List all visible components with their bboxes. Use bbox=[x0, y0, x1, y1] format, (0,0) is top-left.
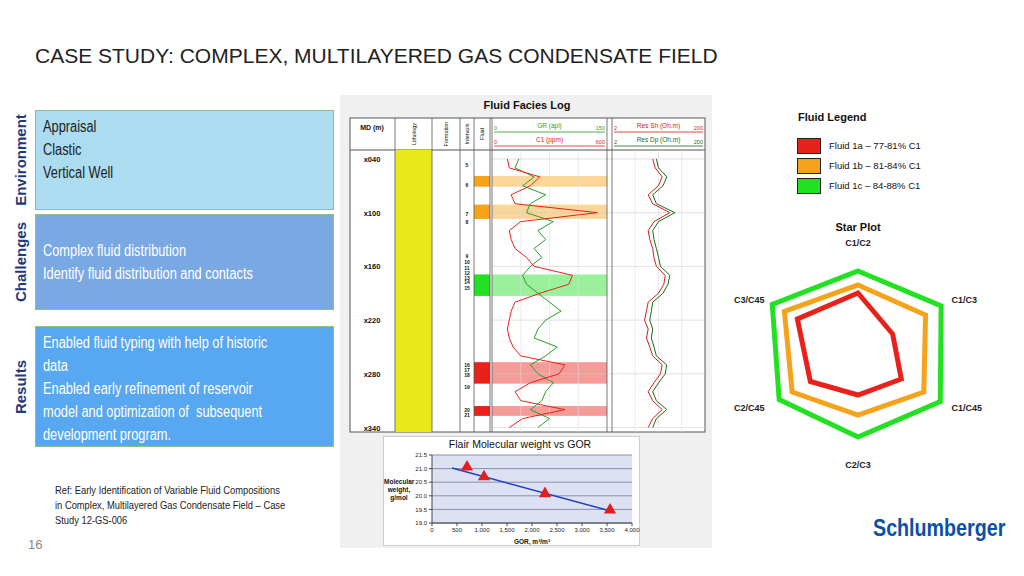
html-text:Complex fluid distribution: Complex fluid distribution bbox=[43, 242, 186, 259]
svg-text:Lithology: Lithology bbox=[411, 123, 417, 145]
html-text:Results: Results bbox=[11, 359, 29, 414]
html-text:Vertical Well: Vertical Well bbox=[43, 164, 114, 181]
svg-text:x040: x040 bbox=[364, 155, 381, 164]
svg-text:15: 15 bbox=[464, 285, 470, 291]
html-text:Clastic: Clastic bbox=[43, 141, 82, 158]
svg-text:GOR, m³/m³: GOR, m³/m³ bbox=[514, 538, 551, 545]
svg-text:9: 9 bbox=[466, 253, 469, 259]
svg-text:6: 6 bbox=[466, 182, 469, 188]
svg-text:x280: x280 bbox=[364, 370, 381, 379]
html-text:Enabled fluid typing with help: Enabled fluid typing with help of histor… bbox=[43, 334, 268, 351]
svg-text:17: 17 bbox=[464, 367, 470, 374]
svg-text:x100: x100 bbox=[364, 209, 381, 218]
svg-text:Intervals: Intervals bbox=[464, 123, 470, 144]
svg-text:21.5: 21.5 bbox=[415, 452, 427, 458]
svg-text:3,000: 3,000 bbox=[574, 527, 590, 533]
html-text:weight,: weight, bbox=[387, 486, 411, 493]
svg-text:C1/C2: C1/C2 bbox=[845, 239, 871, 248]
svg-text:1,000: 1,000 bbox=[474, 527, 490, 533]
svg-text:18: 18 bbox=[464, 372, 470, 378]
svg-text:C1/C45: C1/C45 bbox=[952, 403, 983, 413]
svg-text:20.0: 20.0 bbox=[415, 493, 427, 499]
svg-text:10: 10 bbox=[464, 259, 470, 265]
svg-text:C2/C3: C2/C3 bbox=[845, 460, 871, 469]
svg-text:Fluid: Fluid bbox=[479, 128, 485, 140]
svg-text:21.0: 21.0 bbox=[415, 466, 427, 472]
svg-text:C2/C45: C2/C45 bbox=[734, 403, 765, 413]
svg-text:5: 5 bbox=[466, 162, 469, 168]
svg-text:0: 0 bbox=[430, 527, 434, 533]
svg-text:C1/C3: C1/C3 bbox=[952, 295, 978, 305]
html-text:data: data bbox=[43, 357, 68, 374]
svg-text:12: 12 bbox=[464, 269, 470, 276]
svg-text:x340: x340 bbox=[364, 424, 381, 433]
html-text:Fluid 1b – 81-84% C1: Fluid 1b – 81-84% C1 bbox=[829, 160, 921, 171]
html-text:in Complex, Multilayered Gas C: in Complex, Multilayered Gas Condensate … bbox=[55, 499, 286, 511]
html-text:Flair Molecular weight vs GOR: Flair Molecular weight vs GOR bbox=[448, 438, 592, 450]
html-text:Fluid 1a – 77-81% C1: Fluid 1a – 77-81% C1 bbox=[829, 140, 921, 151]
svg-text:MD (m): MD (m) bbox=[360, 124, 384, 132]
svg-text:C1 (ppm): C1 (ppm) bbox=[536, 136, 563, 144]
svg-text:2: 2 bbox=[614, 125, 617, 131]
svg-text:Res Dp (Oh.m): Res Dp (Oh.m) bbox=[637, 136, 681, 144]
svg-text:16: 16 bbox=[464, 361, 470, 368]
html-text:Identify fluid distribution an: Identify fluid distribution and contacts bbox=[43, 265, 253, 282]
svg-text:2: 2 bbox=[614, 139, 617, 145]
html-text:Fluid 1c – 84-88% C1: Fluid 1c – 84-88% C1 bbox=[829, 180, 921, 191]
svg-text:14: 14 bbox=[464, 279, 470, 286]
html-text:Enabled early refinement of re: Enabled early refinement of reservoir bbox=[43, 380, 253, 397]
html-text:g/mol: g/mol bbox=[390, 494, 408, 501]
svg-text:2,000: 2,000 bbox=[524, 527, 540, 533]
svg-text:Formation: Formation bbox=[443, 122, 449, 147]
svg-text:13: 13 bbox=[464, 275, 470, 281]
svg-text:GR (api): GR (api) bbox=[537, 122, 562, 130]
svg-text:0: 0 bbox=[494, 139, 497, 145]
svg-text:3,500: 3,500 bbox=[599, 527, 615, 533]
svg-text:8: 8 bbox=[466, 219, 469, 225]
svg-text:20.5: 20.5 bbox=[415, 479, 427, 485]
svg-text:2,500: 2,500 bbox=[549, 527, 565, 533]
svg-text:4,000: 4,000 bbox=[624, 527, 640, 533]
html-text:CASE STUDY: COMPLEX, MULTILAYE: CASE STUDY: COMPLEX, MULTILAYERED GAS CO… bbox=[35, 44, 718, 67]
html-text:Appraisal: Appraisal bbox=[43, 118, 97, 135]
svg-text:600: 600 bbox=[596, 139, 605, 145]
html-text:Ref: Early Identification of V: Ref: Early Identification of Variable Fl… bbox=[55, 484, 280, 496]
svg-text:C3/C45: C3/C45 bbox=[734, 295, 765, 305]
html-text:Schlumberger: Schlumberger bbox=[873, 514, 1006, 541]
svg-text:Fluid Facies Log: Fluid Facies Log bbox=[484, 99, 571, 111]
svg-text:11: 11 bbox=[464, 265, 470, 272]
html-text:Fluid Legend: Fluid Legend bbox=[798, 111, 867, 123]
svg-text:x220: x220 bbox=[364, 316, 381, 325]
svg-text:0: 0 bbox=[494, 125, 497, 131]
html-text:Study 12-GS-006: Study 12-GS-006 bbox=[55, 514, 128, 526]
svg-text:19.0: 19.0 bbox=[415, 520, 427, 526]
html-text:development program.: development program. bbox=[43, 426, 172, 443]
svg-text:200: 200 bbox=[694, 139, 703, 145]
svg-text:19: 19 bbox=[464, 384, 470, 390]
html-text:model and optimization of subs: model and optimization of subsequent bbox=[43, 403, 263, 420]
svg-text:150: 150 bbox=[596, 125, 605, 131]
svg-text:1,500: 1,500 bbox=[499, 527, 515, 533]
html-text:Star Plot: Star Plot bbox=[835, 221, 881, 233]
svg-text:200: 200 bbox=[694, 125, 703, 131]
svg-text:x160: x160 bbox=[364, 262, 381, 271]
svg-text:21: 21 bbox=[464, 412, 470, 418]
html-text:Molecular: Molecular bbox=[384, 478, 415, 485]
html-text:Challenges: Challenges bbox=[11, 222, 29, 302]
html-text:16: 16 bbox=[28, 537, 43, 552]
svg-text:19.5: 19.5 bbox=[415, 507, 427, 513]
svg-text:7: 7 bbox=[466, 211, 469, 217]
svg-text:Res Sh (Oh.m): Res Sh (Oh.m) bbox=[637, 122, 680, 130]
svg-text:20: 20 bbox=[464, 406, 470, 413]
svg-text:500: 500 bbox=[452, 527, 463, 533]
html-text:Environment: Environment bbox=[11, 114, 29, 206]
